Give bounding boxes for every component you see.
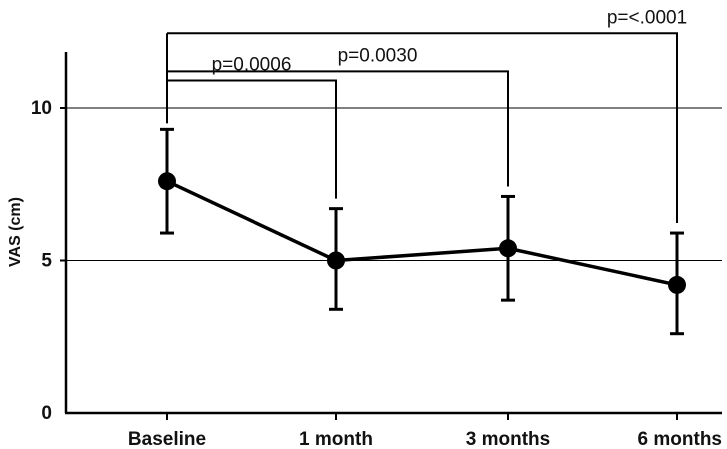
x-tick-label: 3 months bbox=[466, 429, 550, 449]
x-tick-label: 1 month bbox=[299, 429, 373, 449]
y-tick-label: 5 bbox=[41, 251, 52, 272]
data-point bbox=[327, 251, 345, 270]
data-point bbox=[668, 275, 686, 294]
y-tick-label: 0 bbox=[41, 403, 52, 424]
gridlines bbox=[66, 107, 722, 261]
labels: 0 5 10 Baseline 1 month 3 months 6 months p=0.0… bbox=[31, 7, 722, 449]
y-axis-title: VAS (cm) bbox=[7, 197, 24, 267]
data-point bbox=[499, 239, 517, 258]
comparison-bracket bbox=[167, 79, 337, 199]
series bbox=[158, 127, 686, 336]
significance-brackets bbox=[166, 32, 678, 224]
comparison-bracket bbox=[167, 32, 678, 224]
data-point bbox=[158, 172, 176, 191]
x-tick-label: 6 months bbox=[638, 429, 722, 449]
p-value-label: p=0.0030 bbox=[338, 45, 418, 66]
p-value-label: p=<.0001 bbox=[607, 7, 687, 28]
axes bbox=[60, 52, 722, 420]
y-tick-label: 10 bbox=[31, 98, 52, 119]
comparison-bracket bbox=[167, 70, 509, 187]
series-line bbox=[166, 179, 678, 287]
x-tick-label: Baseline bbox=[128, 429, 206, 449]
p-value-label: p=0.0006 bbox=[212, 55, 292, 76]
